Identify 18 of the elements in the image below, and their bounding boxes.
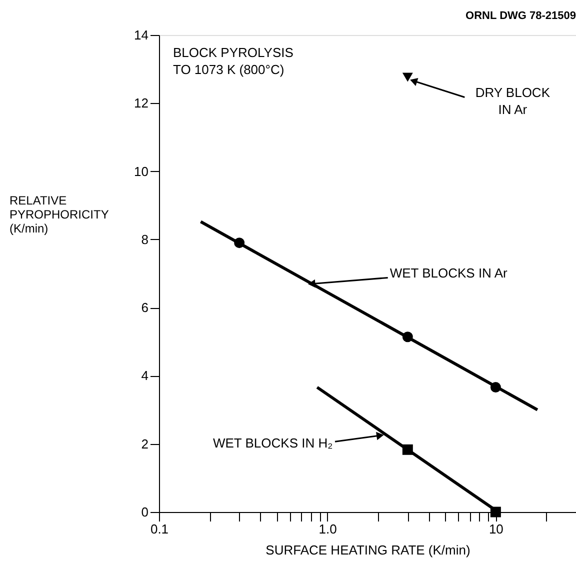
- y-tick-label: 12: [134, 96, 148, 111]
- annotation: WET BLOCKS IN H₂: [212, 436, 333, 451]
- x-tick-label: 10: [488, 522, 504, 536]
- y-tick-label: 14: [134, 28, 148, 42]
- y-tick-label: 6: [141, 300, 148, 316]
- x-tick-label: 1.0: [318, 522, 337, 536]
- y-tick-label: 2: [141, 436, 148, 452]
- annotation: WET BLOCKS IN Ar: [390, 266, 508, 281]
- x-axis-title: SURFACE HEATING RATE (K/min): [266, 542, 470, 558]
- annotation: DRY BLOCK IN Ar: [475, 85, 550, 118]
- annotation: BLOCK PYROLYSIS TO 1073 K (800°C): [173, 45, 294, 77]
- y-tick-label: 10: [134, 164, 148, 179]
- chart-title: ORNL DWG 78-21509: [466, 10, 576, 22]
- y-tick-label: 0: [141, 504, 148, 520]
- y-tick-label: 8: [141, 232, 148, 247]
- x-tick-label: 0.1: [150, 522, 169, 536]
- y-axis-title: RELATIVE PYROPHORICITY (K/min): [10, 194, 109, 236]
- y-tick-label: 4: [141, 368, 148, 384]
